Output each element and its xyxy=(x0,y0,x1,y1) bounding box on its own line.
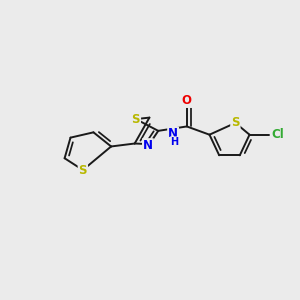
Text: H: H xyxy=(170,137,178,147)
Text: S: S xyxy=(79,164,87,176)
Text: S: S xyxy=(132,112,140,126)
Text: Cl: Cl xyxy=(271,128,284,141)
Text: O: O xyxy=(182,94,192,107)
Text: N: N xyxy=(168,128,178,140)
Text: S: S xyxy=(231,116,240,129)
Text: N: N xyxy=(143,139,153,152)
